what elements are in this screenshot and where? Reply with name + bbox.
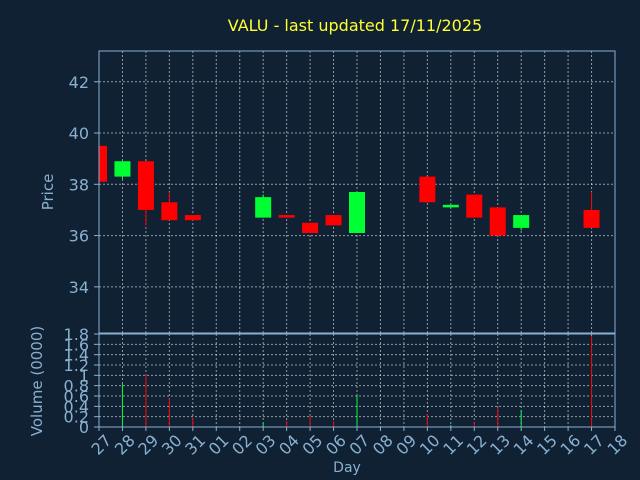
volume-tick-label: 0 <box>79 418 89 437</box>
price-plot-frame <box>98 50 616 334</box>
volume-tick-label: 0.6 <box>64 387 89 406</box>
volume-tick-label: 0.2 <box>64 408 89 427</box>
volume-tick-label: 1.8 <box>64 325 89 344</box>
candle-body <box>349 192 365 234</box>
x-axis-label: Day <box>333 460 361 476</box>
volume-tick-label: 1 <box>79 366 89 385</box>
candle <box>325 215 342 226</box>
candle-body <box>161 202 178 221</box>
volume-tick-label: 1.2 <box>64 356 89 375</box>
price-y-ticks: 34 36 38 40 42 <box>69 73 99 297</box>
candle <box>161 192 178 221</box>
candle <box>184 215 201 221</box>
volume-tick-label: 0.4 <box>64 397 89 416</box>
candle-body <box>583 209 600 228</box>
volume-tick-label: 0.8 <box>64 377 89 396</box>
candle-body <box>325 215 342 226</box>
candle-body <box>255 197 272 218</box>
candle-body <box>184 215 201 221</box>
price-tick-label: 34 <box>69 278 89 297</box>
candle <box>489 207 506 236</box>
volume-y-ticks: 00.20.40.60.811.21.41.61.8 <box>64 325 99 437</box>
candle <box>583 192 600 228</box>
candle <box>513 215 530 231</box>
candle <box>255 194 272 218</box>
candle-body <box>419 176 436 203</box>
candle-body <box>278 215 295 218</box>
volume-tick-label: 1.6 <box>64 335 89 354</box>
candle <box>466 194 483 218</box>
chart-title: VALU - last updated 17/11/2025 <box>228 16 482 35</box>
candle <box>114 161 131 180</box>
candle-body <box>513 215 530 228</box>
price-panel: 34 36 38 40 42 Price <box>39 50 616 334</box>
price-tick-label: 40 <box>69 124 89 143</box>
volume-bars <box>121 336 593 427</box>
volume-tick-label: 1.4 <box>64 346 89 365</box>
candle <box>419 176 436 203</box>
price-candles <box>98 145 600 236</box>
candle-body <box>466 194 483 218</box>
candle-body <box>489 207 506 236</box>
candle <box>442 204 459 208</box>
candle-body <box>114 161 131 177</box>
candle <box>137 161 154 226</box>
price-tick-label: 42 <box>69 73 89 92</box>
candle-body <box>137 161 154 210</box>
candle <box>349 192 365 234</box>
candle-body <box>99 145 107 182</box>
volume-y-axis-label: Volume (0000) <box>28 326 46 436</box>
price-y-axis-label: Price <box>39 174 57 211</box>
candle-body <box>442 204 459 208</box>
price-tick-label: 38 <box>69 175 89 194</box>
candle <box>278 215 295 218</box>
volume-panel: 00.20.40.60.811.21.41.61.8 Volume (0000) <box>28 325 616 437</box>
candle <box>98 145 107 182</box>
candle <box>302 222 319 234</box>
candle-body <box>302 222 319 234</box>
price-tick-label: 36 <box>69 227 89 246</box>
